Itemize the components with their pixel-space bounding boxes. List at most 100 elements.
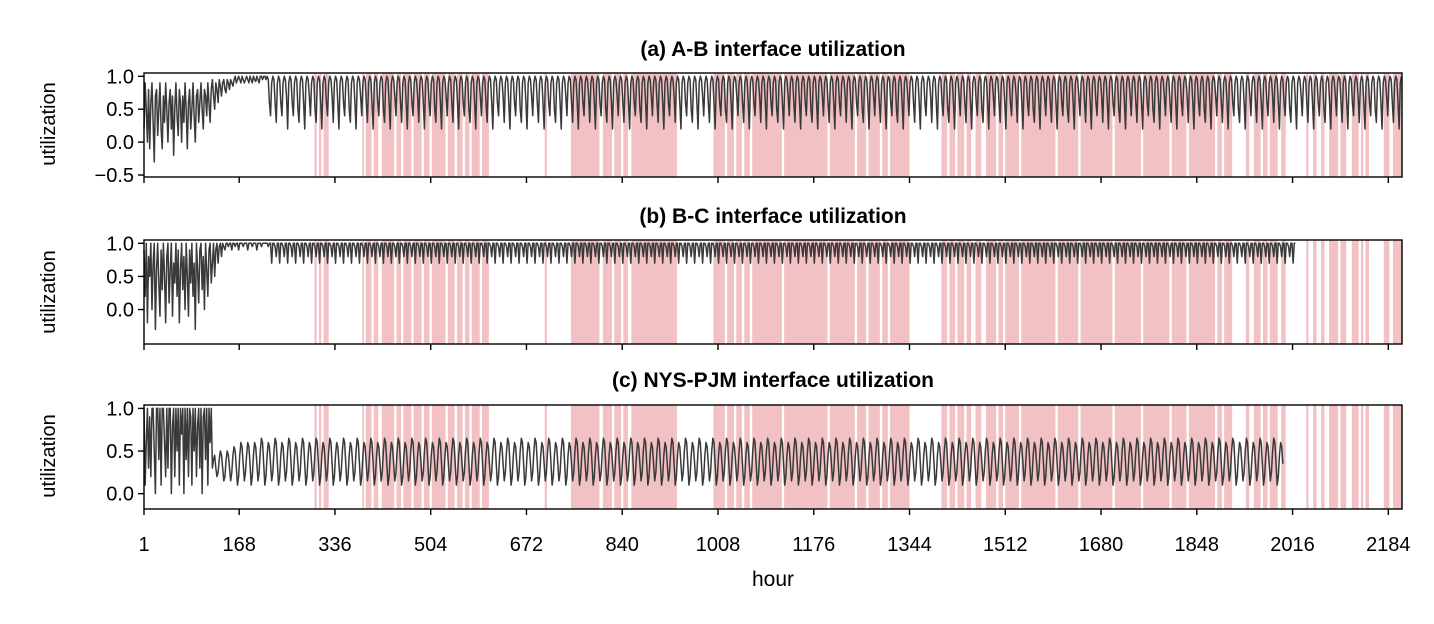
shade-interval [868, 405, 880, 509]
shade-interval [323, 405, 329, 509]
shade-interval [413, 73, 422, 177]
shade-interval [1306, 405, 1309, 509]
x-tick-label: 840 [606, 534, 639, 556]
shade-interval [1245, 240, 1250, 344]
shade-interval [1269, 240, 1278, 344]
shade-interval [362, 73, 365, 177]
shade-interval [314, 240, 317, 344]
shade-interval [614, 405, 622, 509]
panel-a-y-axis: 1.0 0.5 0.0 −0.5 [95, 66, 144, 187]
shade-interval [713, 240, 725, 344]
shade-interval [1281, 73, 1286, 177]
shade-interval [966, 405, 972, 509]
shade-interval [736, 240, 742, 344]
shade-interval [1281, 405, 1286, 509]
shade-interval [998, 405, 1003, 509]
shade-interval [1245, 405, 1250, 509]
shade-interval [314, 405, 317, 509]
shade-interval [1253, 240, 1261, 344]
shade-interval [623, 73, 628, 177]
panel-c-title: (c) NYS-PJM interface utilization [612, 369, 934, 392]
x-tick-label: 336 [318, 534, 351, 556]
shade-interval [544, 73, 547, 177]
shade-interval [1306, 73, 1309, 177]
shade-interval [868, 240, 880, 344]
x-tick-label: 1176 [792, 534, 835, 556]
x-axis: 1 168 336 504 672 840 1008 1176 1344 1512 1680 1848… [138, 177, 1411, 556]
x-tick-label: 672 [510, 534, 543, 556]
shade-interval [998, 73, 1003, 177]
shade-interval [1392, 240, 1402, 344]
y-tick-label: 1.0 [106, 398, 134, 420]
shade-interval [1114, 240, 1141, 344]
y-tick-label: 0.5 [106, 441, 134, 463]
x-tick-label: 1344 [887, 534, 932, 556]
shade-interval [857, 73, 867, 177]
panel-c-frame [143, 404, 1403, 510]
shade-interval [727, 73, 734, 177]
shade-interval [1217, 240, 1222, 344]
shade-interval [1340, 73, 1347, 177]
shade-interval [1269, 73, 1278, 177]
shade-interval [1351, 240, 1359, 344]
shade-interval [1360, 73, 1364, 177]
y-tick-label: −0.5 [95, 165, 134, 187]
shade-interval [1321, 240, 1325, 344]
panel-b-series [143, 242, 1296, 331]
shade-interval [1392, 405, 1402, 509]
shade-interval [890, 240, 910, 344]
series-line [143, 242, 1296, 331]
y-tick-label: 0.0 [106, 300, 134, 322]
shade-interval [614, 73, 622, 177]
shade-interval [318, 405, 322, 509]
shade-interval [1171, 73, 1187, 177]
shade-interval [1329, 240, 1339, 344]
shade-interval [431, 240, 446, 344]
series-line [143, 75, 1403, 163]
shade-interval [975, 240, 982, 344]
shade-interval [482, 240, 489, 344]
shade-interval [318, 73, 322, 177]
panel-a: (a) A-B interface utilization utilizatio… [38, 38, 1403, 187]
x-tick-label: 1680 [1079, 534, 1124, 556]
shade-interval [614, 240, 622, 344]
shade-interval [1321, 73, 1325, 177]
shade-interval [447, 73, 455, 177]
shade-interval [396, 240, 402, 344]
y-tick-label: 0.5 [106, 266, 134, 288]
shade-interval [456, 405, 463, 509]
shade-interval [1057, 240, 1079, 344]
shade-interval [727, 240, 734, 344]
panel-c-y-axis: 1.0 0.5 0.0 [106, 398, 144, 506]
x-tick-label: 1848 [1175, 534, 1220, 556]
shade-interval [1005, 240, 1019, 344]
panel-b-y-axis: 1.0 0.5 0.0 [106, 233, 144, 322]
y-tick-label: 1.0 [106, 233, 134, 255]
shade-interval [1329, 405, 1339, 509]
shade-interval [602, 240, 612, 344]
shade-interval [602, 405, 612, 509]
shade-interval [1217, 405, 1222, 509]
y-tick-label: 0.5 [106, 99, 134, 121]
shade-interval [447, 240, 455, 344]
shade-interval [949, 73, 956, 177]
x-tick-label: 1008 [696, 534, 741, 556]
shade-interval [544, 405, 547, 509]
x-tick-label: 504 [414, 534, 447, 556]
shade-interval [365, 240, 372, 344]
shade-interval [1281, 240, 1286, 344]
shade-interval [949, 240, 956, 344]
shade-interval [966, 73, 972, 177]
shade-interval [829, 240, 855, 344]
shade-interval [1360, 240, 1364, 344]
panel-b-frame [143, 239, 1403, 345]
shade-interval [727, 405, 734, 509]
shade-interval [403, 240, 412, 344]
shade-interval [868, 73, 880, 177]
panel-b-title: (b) B-C interface utilization [639, 205, 906, 228]
panel-c-ylabel: utilization [38, 414, 60, 497]
shade-interval [1114, 405, 1141, 509]
shade-interval [1340, 240, 1347, 344]
shade-interval [1217, 73, 1222, 177]
